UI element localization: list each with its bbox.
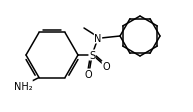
Text: O: O — [102, 61, 110, 71]
Text: S: S — [89, 51, 95, 60]
Text: O: O — [84, 69, 92, 79]
Text: N: N — [94, 34, 102, 44]
Text: NH₂: NH₂ — [14, 81, 32, 91]
